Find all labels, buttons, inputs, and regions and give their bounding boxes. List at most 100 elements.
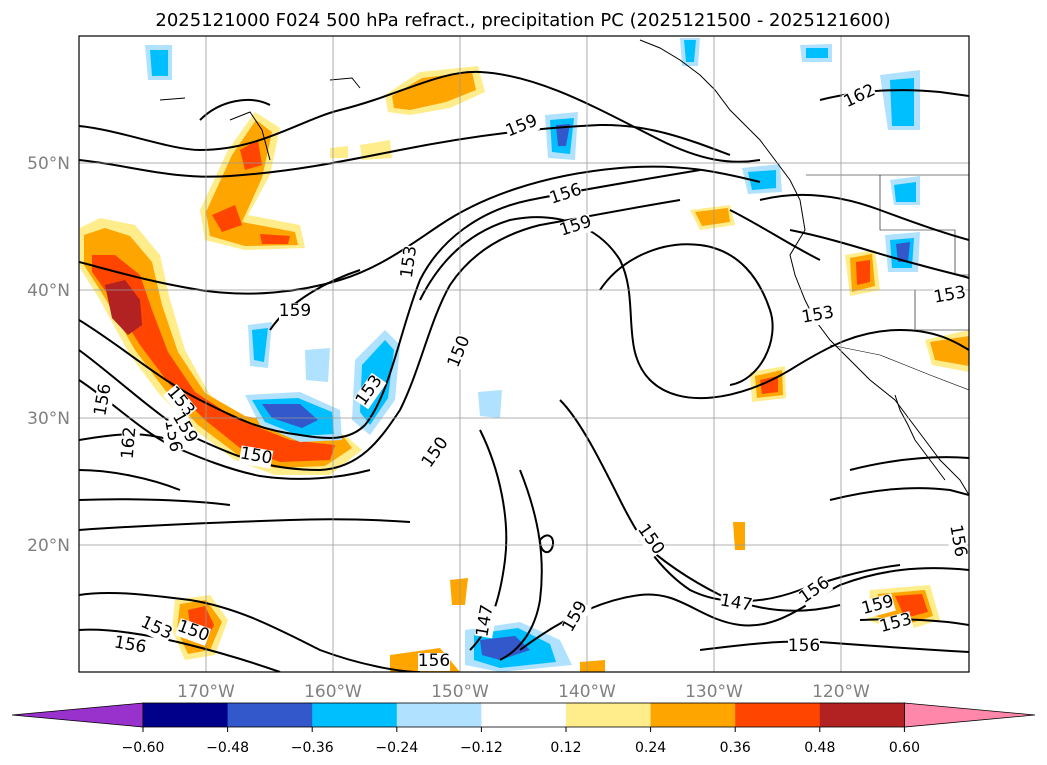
map-background [79,36,969,672]
contour-line [599,243,774,386]
contour-label-background [168,409,200,447]
contour-label-background [560,598,592,636]
colorbar-segment [735,703,821,727]
contour-label: 159 [279,301,311,321]
contour-line [538,534,554,554]
contour-line [699,640,969,653]
colorbar-tick-label: 0.36 [720,740,751,756]
contour-label-background [419,434,453,472]
contour-label-background [796,574,834,608]
precip-positive-area [84,228,352,468]
colorbar-segment [312,703,398,727]
precip-positive-area [105,280,142,335]
colorbar-segment [650,703,736,727]
contour-label-background [353,372,387,410]
precip-positive-area [690,205,969,402]
contour-label-background [878,611,914,637]
contour-line [79,70,761,163]
contour-label-background [238,445,274,469]
precip-positive-area [92,255,335,462]
contour-line [79,379,371,480]
contour-label-background [162,383,198,421]
lat-label: 20°N [27,536,70,556]
colorbar-tick-label: −0.36 [291,740,334,756]
contour-line [79,498,231,506]
colorbar-frame [142,702,905,728]
contour-label: 156 [945,523,970,558]
contour-label-background [279,303,311,321]
colorbar-tick-label: 0.24 [635,740,666,756]
contour-label-background [445,333,475,371]
contour-label-background [119,426,141,460]
map-panel: 1591621561591531591531531501531561621531… [78,35,970,673]
contour-line [639,539,841,612]
contour-label: 162 [118,426,141,460]
precip-negative-area [480,636,530,660]
map-frame [78,35,970,673]
contour-label-background [558,213,594,241]
precip-negative-area [262,404,318,428]
colorbar-extend-high [904,702,1036,728]
colorbar-tick-label: −0.24 [375,740,418,756]
contour-line [79,628,281,672]
contour-line [759,193,969,241]
contour-label: 156 [418,651,450,671]
contour-label-background [932,284,968,308]
figure-title: 2025121000 F024 500 hPa refract., precip… [155,10,890,31]
contour-label-background [800,304,836,328]
colorbar: −0.60 −0.48 −0.36 −0.24 −0.12 0.12 0.24 0.36 0.4… [11,702,1036,756]
contour-line [819,89,969,101]
contour-line [269,269,361,331]
lon-label: 130°W [685,682,743,702]
contour-line [829,487,969,501]
lon-label: 160°W [304,682,362,702]
contour-label: 153 [397,244,421,279]
contour-line [79,469,181,491]
contour-label-background [945,523,969,559]
contour-label-background [92,382,116,418]
contour-label-background [112,634,148,658]
contour-label-background [503,112,541,142]
lon-label: 150°W [431,682,489,702]
contour-line [79,165,761,295]
contour-label-background [633,521,667,559]
contour-label-background [718,592,754,616]
lat-label: 30°N [27,409,70,429]
contour-line [729,209,821,261]
lon-label: 120°W [812,682,870,702]
graticule [79,36,969,672]
precip-positive-area [895,594,928,618]
coastlines [159,39,969,496]
longitude-labels: 170°W 160°W 150°W 140°W 130°W 120°W [177,682,870,702]
contour-label-background [398,244,422,280]
lat-label: 40°N [27,281,70,301]
colorbar-tick-label: 0.48 [804,740,835,756]
contour-label-background [788,638,820,656]
contour-label-background [418,653,450,671]
contour-line [79,199,681,472]
colorbar-segment [396,703,482,727]
contour-label: 156 [788,636,820,656]
colorbar-segment [227,703,313,727]
colorbar-segment [143,703,229,727]
lon-label: 170°W [177,682,235,702]
contour-label-background [841,82,879,112]
contour-label-background [548,181,584,209]
latitude-labels: 50°N 40°N 30°N 20°N [27,154,70,556]
colorbar-tick-label: 0.60 [889,740,920,756]
contour-line [79,518,411,531]
contour-line [419,216,969,400]
colorbar-segment [819,703,905,727]
colorbar-tick-label: −0.48 [206,740,249,756]
contour-line [519,567,969,651]
colorbar-segment [481,703,567,727]
contour-line [859,618,969,626]
lat-label: 50°N [27,154,70,174]
contour-label-background [174,618,212,646]
contour-line [79,591,421,672]
contour-label-background [474,603,498,639]
contour-line [789,229,969,279]
lon-label: 140°W [558,682,616,702]
colorbar-tick-label: 0.12 [550,740,581,756]
